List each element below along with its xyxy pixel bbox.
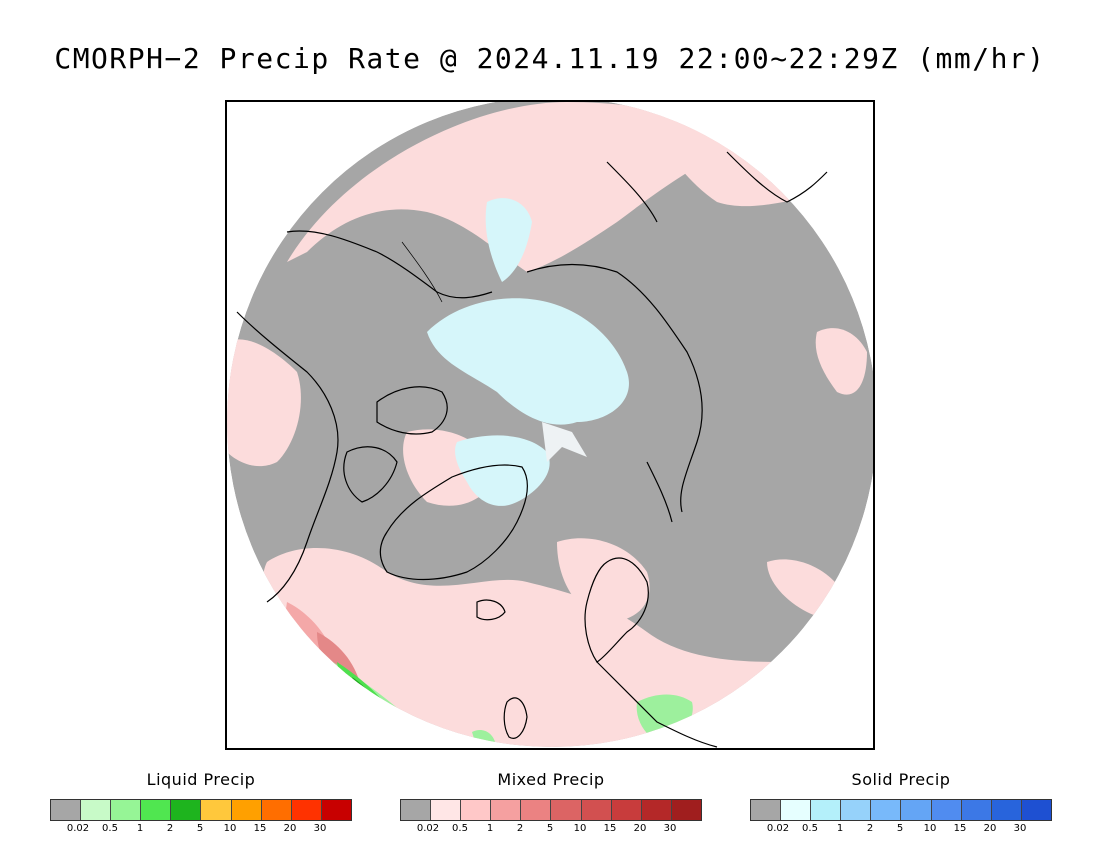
mixed-precip-north-atlantic xyxy=(263,548,840,747)
coastline-siberia xyxy=(526,263,703,513)
colorbar-tick-label: 15 xyxy=(953,823,967,834)
colorbar-swatch xyxy=(51,800,82,820)
colorbar-swatch xyxy=(321,800,351,820)
mixed-precip-east-siberia xyxy=(815,328,867,395)
tick-labels-solid: 0.02 0.5 1 2 5 10 15 20 30 xyxy=(750,823,1052,837)
colorbar-tick-label: 10 xyxy=(573,823,587,834)
colorbar-tick-label: 20 xyxy=(283,823,297,834)
mixed-precip-pacific-north xyxy=(287,102,747,272)
solid-precip-greenland-north xyxy=(455,435,550,506)
colorbar-swatch xyxy=(811,800,842,820)
colorbar-swatch xyxy=(611,800,642,820)
colorbar-tick-label: 2 xyxy=(166,823,174,834)
legend-solid: Solid Precip 0.02 0.5 1 2 5 10 15 20 30 xyxy=(750,770,1052,837)
legend-mixed: Mixed Precip 0.02 0.5 1 2 5 10 15 20 30 xyxy=(400,770,702,837)
colorbar-tick-label: 1 xyxy=(836,823,844,834)
colorbar-tick-label: 2 xyxy=(516,823,524,834)
coastline-uk xyxy=(503,697,528,739)
coastline-canadian-archipelago xyxy=(376,386,448,435)
colorbar-swatch xyxy=(431,800,462,820)
coastline-north-america xyxy=(236,311,339,603)
coastline-baffin-island xyxy=(343,446,398,503)
colorbar-tick-label: 0.5 xyxy=(452,823,468,834)
colorbar-tick-label: 10 xyxy=(923,823,937,834)
colorbar-mixed xyxy=(400,799,702,821)
colorbar-swatch xyxy=(521,800,552,820)
solid-precip-bering xyxy=(485,198,532,282)
colorbar-swatch xyxy=(931,800,962,820)
colorbar-tick-label: 2 xyxy=(866,823,874,834)
colorbar-tick-label: 1 xyxy=(136,823,144,834)
colorbar-tick-label: 0.5 xyxy=(802,823,818,834)
colorbar-swatch xyxy=(991,800,1022,820)
colorbar-tick-label: 0.02 xyxy=(766,823,790,834)
map-frame xyxy=(225,100,875,750)
legend-title-mixed: Mixed Precip xyxy=(497,770,605,789)
coastline-scandinavia xyxy=(584,557,649,663)
coastline-kamchatka xyxy=(726,151,828,203)
coastline-iceland xyxy=(476,599,506,621)
border-alaska-canada xyxy=(401,241,443,303)
colorbar-liquid xyxy=(50,799,352,821)
colorbar-swatch xyxy=(581,800,612,820)
colorbar-swatch xyxy=(141,800,172,820)
colorbar-swatch xyxy=(671,800,701,820)
coastlines xyxy=(236,151,828,748)
precip-field xyxy=(227,102,873,747)
colorbar-swatch xyxy=(781,800,812,820)
colorbar-swatch xyxy=(401,800,432,820)
colorbar-tick-label: 15 xyxy=(253,823,267,834)
coastline-novaya-zemlya xyxy=(646,461,673,523)
colorbar-tick-label: 0.5 xyxy=(102,823,118,834)
colorbar-tick-label: 0.02 xyxy=(66,823,90,834)
coastline-greenland xyxy=(379,464,529,581)
colorbar-tick-label: 30 xyxy=(1013,823,1027,834)
colorbar-tick-label: 5 xyxy=(896,823,904,834)
colorbar-solid xyxy=(750,799,1052,821)
colorbar-swatch xyxy=(961,800,992,820)
colorbar-swatch xyxy=(641,800,672,820)
colorbar-tick-label: 30 xyxy=(313,823,327,834)
colorbar-swatch xyxy=(291,800,322,820)
colorbar-swatch xyxy=(461,800,492,820)
colorbar-tick-label: 0.02 xyxy=(416,823,440,834)
colorbar-tick-label: 20 xyxy=(983,823,997,834)
coastline-chukotka xyxy=(606,161,658,223)
colorbar-tick-label: 5 xyxy=(546,823,554,834)
colorbar-swatch xyxy=(551,800,582,820)
colorbar-swatch xyxy=(111,800,142,820)
mixed-precip-hudson xyxy=(232,372,270,447)
legend-title-solid: Solid Precip xyxy=(851,770,951,789)
coastline-europe xyxy=(596,661,718,748)
legend-title-liquid: Liquid Precip xyxy=(146,770,256,789)
solid-precip-pole-core xyxy=(542,422,587,462)
colorbar-swatch xyxy=(201,800,232,820)
colorbar-swatch xyxy=(231,800,262,820)
colorbar-swatch xyxy=(1021,800,1051,820)
map-title: CMORPH−2 Precip Rate @ 2024.11.19 22:00~… xyxy=(54,42,1046,75)
colorbar-swatch xyxy=(901,800,932,820)
tick-labels-mixed: 0.02 0.5 1 2 5 10 15 20 30 xyxy=(400,823,702,837)
colorbar-swatch xyxy=(491,800,522,820)
colorbar-swatch xyxy=(171,800,202,820)
colorbar-swatch xyxy=(751,800,782,820)
colorbar-tick-label: 20 xyxy=(633,823,647,834)
colorbar-tick-label: 30 xyxy=(663,823,677,834)
colorbar-tick-label: 1 xyxy=(486,823,494,834)
coastline-alaska xyxy=(286,230,493,299)
colorbar-tick-label: 15 xyxy=(603,823,617,834)
tick-labels-liquid: 0.02 0.5 1 2 5 10 15 20 30 xyxy=(50,823,352,837)
solid-precip-arctic-ocean xyxy=(427,298,629,425)
colorbar-tick-label: 5 xyxy=(196,823,204,834)
colorbar-swatch xyxy=(81,800,112,820)
legend-liquid: Liquid Precip 0.02 0.5 1 2 5 10 15 20 30 xyxy=(50,770,352,837)
polar-precip-map xyxy=(227,102,873,748)
colorbar-tick-label: 10 xyxy=(223,823,237,834)
colorbar-swatch xyxy=(871,800,902,820)
colorbar-swatch xyxy=(841,800,872,820)
colorbar-swatch xyxy=(261,800,292,820)
